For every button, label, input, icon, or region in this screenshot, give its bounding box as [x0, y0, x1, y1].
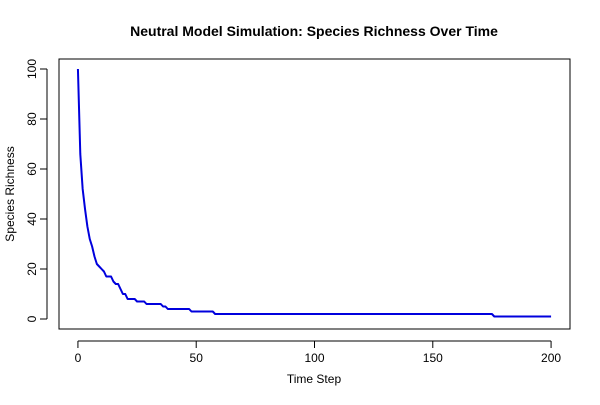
- y-tick-label: 60: [25, 162, 39, 176]
- x-tick-label: 50: [190, 351, 204, 365]
- chart-title: Neutral Model Simulation: Species Richne…: [130, 23, 498, 39]
- plot-area-frame: [58, 58, 571, 330]
- series-layer: [76, 68, 552, 318]
- y-axis: 0 20 40 60 80 100: [25, 59, 48, 322]
- y-axis-label: Species Richness: [3, 146, 17, 241]
- y-tick-label: 20: [25, 262, 39, 276]
- x-tick-label: 100: [304, 351, 324, 365]
- y-tick-label: 100: [25, 59, 39, 79]
- x-axis-label: Time Step: [287, 372, 342, 386]
- y-tick-label: 40: [25, 212, 39, 226]
- x-axis: 0 50 100 150 200: [75, 340, 561, 365]
- x-tick-label: 200: [541, 351, 561, 365]
- x-tick-label: 0: [75, 351, 82, 365]
- y-tick-label: 80: [25, 112, 39, 126]
- species-richness-line: [76, 68, 552, 318]
- y-tick-label: 0: [25, 315, 39, 322]
- x-tick-label: 150: [423, 351, 443, 365]
